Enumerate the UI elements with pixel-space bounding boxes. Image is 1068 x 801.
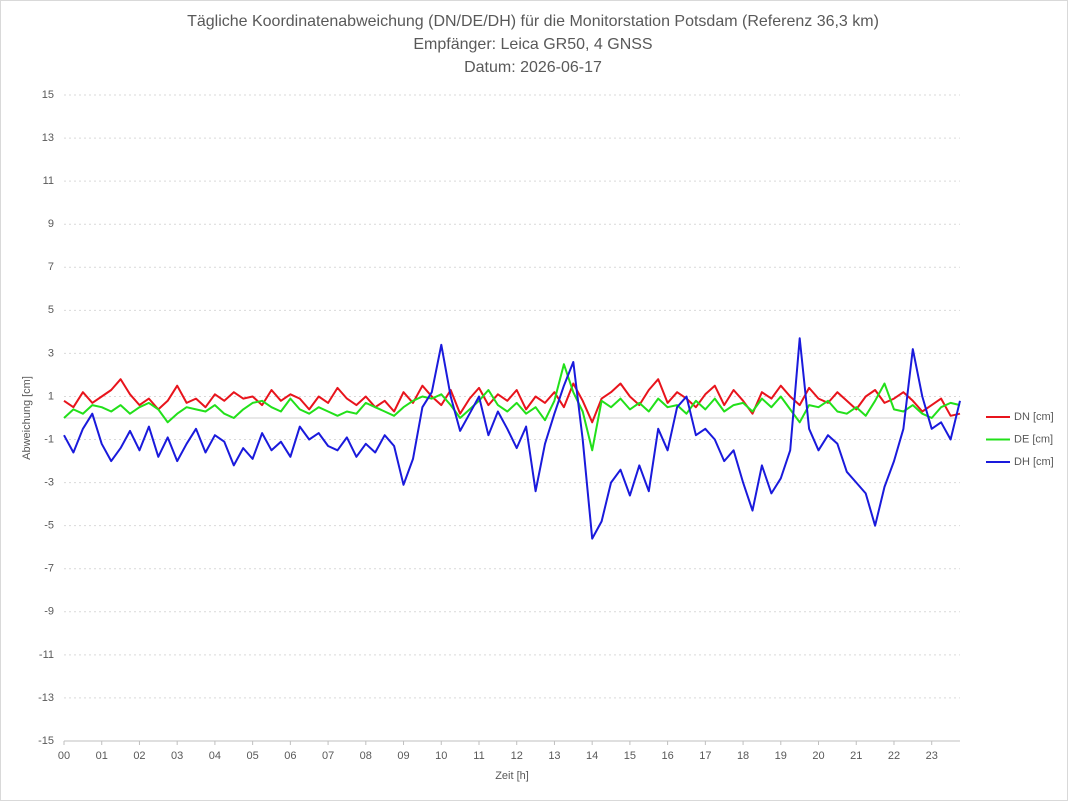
chart-title: Tägliche Koordinatenabweichung (DN/DE/DH… xyxy=(187,13,879,30)
x-tick-label: 04 xyxy=(209,750,221,762)
x-tick-label: 23 xyxy=(926,750,938,762)
series-line xyxy=(63,363,961,452)
x-tick-label: 14 xyxy=(586,750,598,762)
legend-label: DE [cm] xyxy=(1014,433,1053,445)
x-tick-label: 16 xyxy=(661,750,673,762)
y-tick-label: -3 xyxy=(44,477,54,489)
x-axis-title: Zeit [h] xyxy=(495,770,529,782)
x-tick-label: 11 xyxy=(473,750,484,762)
y-tick-label: 15 xyxy=(42,89,54,101)
x-tick-label: 05 xyxy=(247,750,259,762)
x-tick-label: 18 xyxy=(737,750,749,762)
x-tick-label: 21 xyxy=(850,750,862,762)
x-tick-label: 06 xyxy=(284,750,296,762)
y-tick-label: 3 xyxy=(48,347,54,359)
y-tick-label: 11 xyxy=(43,175,54,187)
y-tick-label: -5 xyxy=(44,520,54,532)
y-tick-label: -15 xyxy=(38,735,54,747)
x-tick-label: 07 xyxy=(322,750,334,762)
x-tick-label: 22 xyxy=(888,750,900,762)
y-axis-title: Abweichung [cm] xyxy=(21,376,33,460)
x-tick-label: 00 xyxy=(58,750,70,762)
y-tick-label: 9 xyxy=(48,218,54,230)
chart-date: Datum: 2026-06-17 xyxy=(464,59,602,76)
y-tick-label: -13 xyxy=(38,692,54,704)
y-tick-label: 13 xyxy=(42,132,54,144)
y-tick-label: -1 xyxy=(44,433,54,445)
legend-label: DN [cm] xyxy=(1014,411,1054,423)
y-tick-label: -7 xyxy=(44,563,54,575)
y-tick-label: -11 xyxy=(39,649,54,661)
y-tick-label: 1 xyxy=(48,390,54,402)
series-line xyxy=(63,378,961,424)
y-tick-label: 5 xyxy=(48,304,54,316)
legend-label: DH [cm] xyxy=(1014,456,1054,468)
x-tick-label: 03 xyxy=(171,750,183,762)
x-tick-label: 02 xyxy=(133,750,145,762)
x-tick-label: 20 xyxy=(812,750,824,762)
y-tick-label: 7 xyxy=(48,261,54,273)
x-tick-label: 09 xyxy=(397,750,409,762)
x-tick-label: 13 xyxy=(548,750,560,762)
x-tick-label: 17 xyxy=(699,750,711,762)
x-tick-label: 01 xyxy=(96,750,108,762)
chart-subtitle: Empfänger: Leica GR50, 4 GNSS xyxy=(413,36,652,53)
x-tick-label: 10 xyxy=(435,750,447,762)
x-tick-label: 08 xyxy=(360,750,372,762)
y-tick-label: -9 xyxy=(44,606,54,618)
series-line xyxy=(63,337,961,540)
x-tick-label: 19 xyxy=(775,750,787,762)
x-tick-label: 15 xyxy=(624,750,636,762)
x-tick-label: 12 xyxy=(511,750,523,762)
